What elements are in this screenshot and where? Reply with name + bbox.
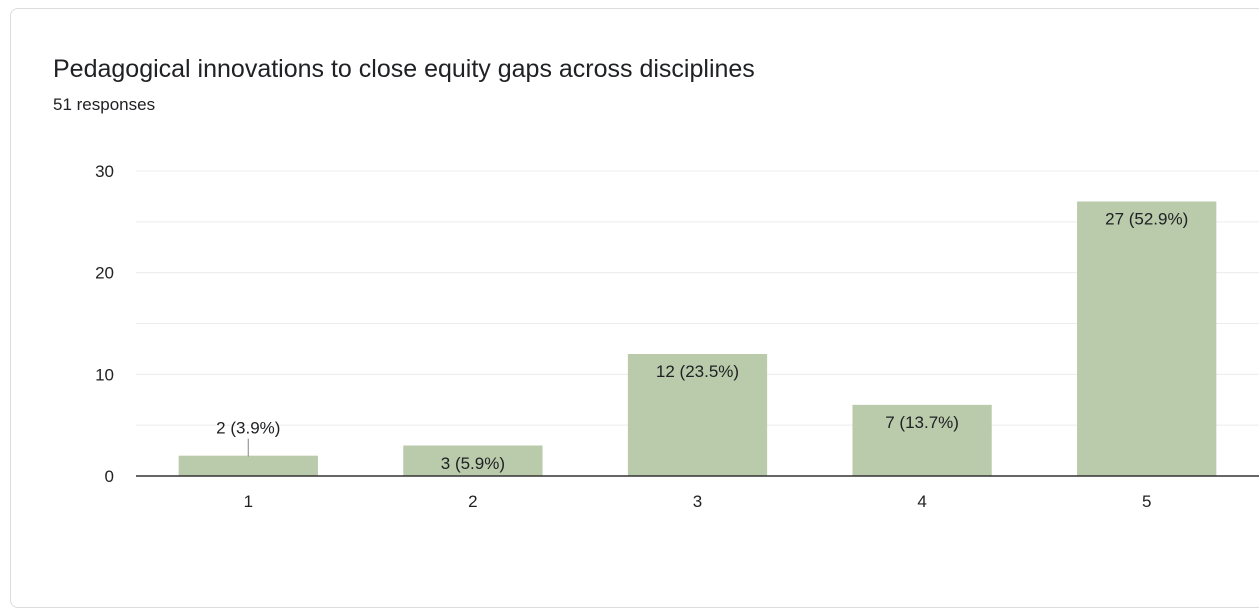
data-label: 27 (52.9%)	[1105, 210, 1188, 229]
bar-4[interactable]	[852, 404, 992, 476]
x-tick-label: 1	[244, 492, 253, 511]
data-label: 12 (23.5%)	[656, 362, 739, 381]
x-tick-label: 3	[693, 492, 702, 511]
x-tick-label: 2	[468, 492, 477, 511]
x-tick-label: 5	[1142, 492, 1151, 511]
y-tick-label: 0	[105, 467, 114, 486]
x-tick-label: 4	[917, 492, 926, 511]
bars	[178, 201, 1217, 477]
data-label: 7 (13.7%)	[885, 413, 959, 432]
response-count: 51 responses	[53, 95, 156, 114]
y-tick-label: 10	[95, 365, 114, 384]
data-label: 3 (5.9%)	[441, 454, 505, 473]
data-labels: 2 (3.9%) 3 (5.9%) 12 (23.5%) 7 (13.7%) 27 (5…	[216, 210, 1188, 474]
chart-card: Pedagogical innovations to close equity …	[10, 8, 1259, 608]
bar-3[interactable]	[627, 354, 768, 476]
y-tick-label: 20	[95, 264, 114, 283]
chart-title: Pedagogical innovations to close equity …	[53, 55, 755, 83]
bar-5[interactable]	[1077, 201, 1217, 477]
bar-2[interactable]	[403, 445, 543, 477]
y-tick-labels: 0 10 20 30	[95, 162, 114, 486]
bar-1[interactable]	[178, 455, 318, 476]
data-label: 2 (3.9%)	[216, 419, 280, 438]
x-tick-labels: 1 2 3 4 5	[244, 492, 1152, 511]
y-tick-label: 30	[95, 162, 114, 181]
